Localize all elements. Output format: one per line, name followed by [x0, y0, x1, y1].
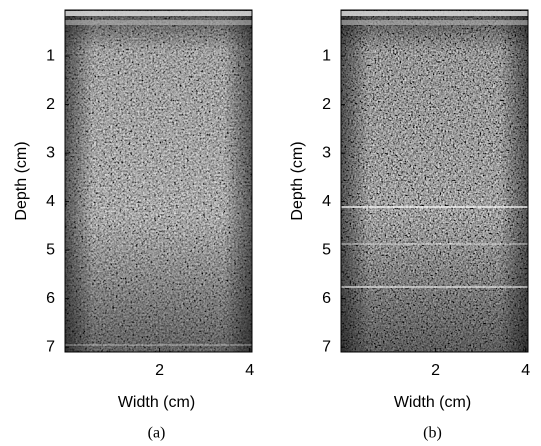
x-tick-label: 2 [155, 362, 164, 379]
axes-frame [340, 9, 529, 353]
image-shading [341, 10, 528, 352]
x-tick-label: 2 [431, 362, 440, 379]
y-tick-label: 1 [46, 47, 55, 64]
caption: (b) [423, 425, 442, 442]
y-axis-label: Depth (cm) [13, 141, 30, 220]
y-tick-label: 7 [46, 338, 55, 355]
caption: (a) [148, 425, 166, 442]
panel: 1 2 3 4 5 6 7 2 4 Width (cm) Depth (cm) (b) [289, 9, 530, 442]
image-shading [65, 10, 252, 352]
surface-band [65, 11, 252, 16]
x-axis-label: Width (cm) [118, 394, 195, 411]
axes-frame [64, 9, 253, 353]
surface-band [341, 20, 528, 25]
y-tick-label: 4 [322, 193, 331, 210]
x-tick-label: 4 [521, 362, 530, 379]
x-axis-label: Width (cm) [394, 394, 471, 411]
surface-band [341, 11, 528, 16]
y-tick-label: 1 [322, 47, 331, 64]
y-tick-label: 2 [322, 96, 331, 113]
y-tick-label: 5 [46, 241, 55, 258]
y-tick-label: 6 [322, 290, 331, 307]
y-tick-label: 6 [46, 290, 55, 307]
y-tick-label: 7 [322, 338, 331, 355]
y-tick-label: 3 [46, 144, 55, 161]
panel: 1 2 3 4 5 6 7 2 4 Width (cm) Depth (cm) (a) [13, 9, 254, 442]
y-axis-label: Depth (cm) [289, 141, 306, 220]
surface-band [65, 20, 252, 25]
y-tick-label: 3 [322, 144, 331, 161]
y-tick-label: 5 [322, 241, 331, 258]
y-tick-label: 2 [46, 96, 55, 113]
y-tick-label: 4 [46, 193, 55, 210]
x-tick-label: 4 [245, 362, 254, 379]
